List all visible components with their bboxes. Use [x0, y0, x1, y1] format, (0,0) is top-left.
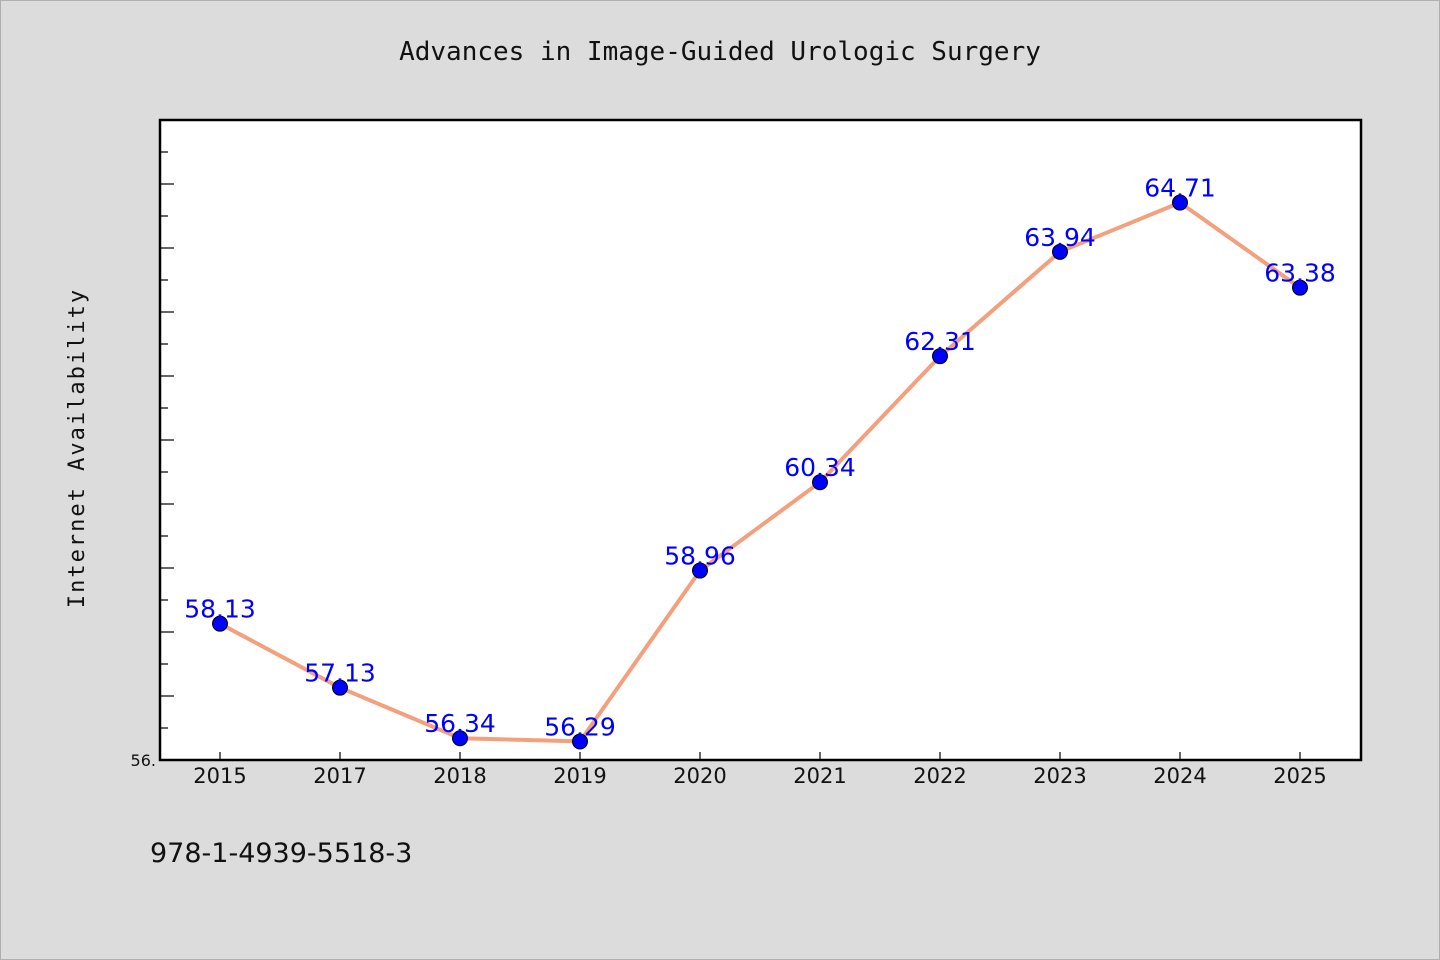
data-label: 58.13 — [184, 595, 256, 624]
isbn-text: 978-1-4939-5518-3 — [150, 838, 412, 869]
x-tick-label: 2023 — [1033, 764, 1086, 788]
data-label: 57.13 — [304, 659, 376, 688]
data-label: 62.31 — [904, 327, 976, 356]
y-ticks — [160, 119, 174, 761]
data-label: 56.29 — [544, 712, 616, 741]
x-tick-label: 2017 — [313, 764, 366, 788]
series-line — [218, 200, 1302, 744]
data-point — [212, 615, 228, 632]
data-point — [692, 562, 708, 579]
data-point — [332, 679, 348, 696]
data-labels: 58.13 57.13 56.34 56.29 58.96 60.34 62.31 63.94… — [184, 174, 1336, 742]
x-tick-label: 2015 — [193, 764, 246, 788]
x-tick-label: 2021 — [793, 764, 846, 788]
data-label: 56.34 — [424, 709, 496, 738]
data-label: 60.34 — [784, 453, 856, 482]
data-label: 63.94 — [1024, 223, 1096, 252]
data-point — [932, 348, 948, 365]
y-axis-label: Internet Availability — [65, 288, 90, 608]
data-point — [1172, 194, 1188, 211]
x-tick-label: 2020 — [673, 764, 726, 788]
y-tick-label: 56. — [131, 751, 156, 770]
data-label: 58.96 — [664, 542, 736, 571]
x-tick-label: 2018 — [433, 764, 486, 788]
data-markers — [212, 194, 1308, 750]
x-tick-label: 2025 — [1273, 764, 1326, 788]
data-label: 63.38 — [1264, 259, 1336, 288]
data-point — [1292, 279, 1308, 296]
x-tick-label: 2024 — [1153, 764, 1206, 788]
x-tick-label: 2022 — [913, 764, 966, 788]
data-point — [452, 730, 468, 747]
data-point — [1052, 243, 1068, 260]
plot-area — [160, 120, 1361, 760]
x-ticks — [219, 752, 1301, 760]
chart-title: Advances in Image-Guided Urologic Surger… — [399, 37, 1041, 67]
data-point — [812, 474, 828, 491]
plot-frame — [158, 118, 1363, 762]
x-tick-labels: 2015 2017 2018 2019 2020 2021 2022 2023 2024 2025 — [193, 764, 1326, 788]
data-label: 64.71 — [1144, 174, 1216, 203]
x-tick-label: 2019 — [553, 764, 606, 788]
data-point — [572, 733, 588, 750]
